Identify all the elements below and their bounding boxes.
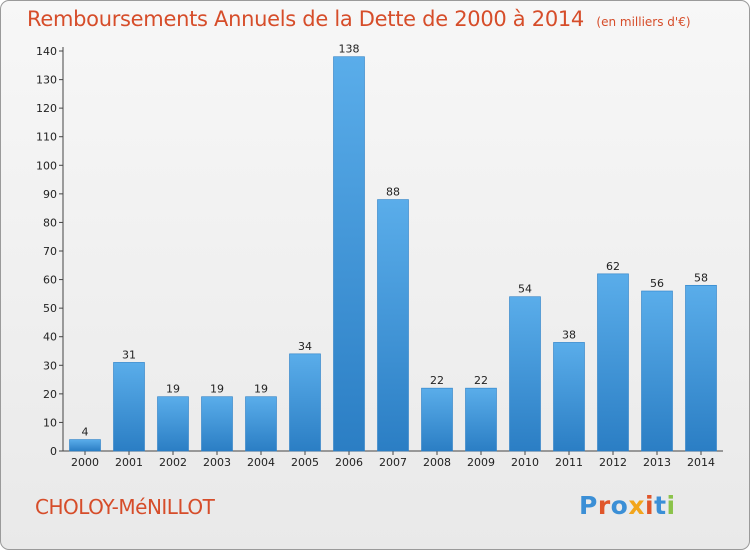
- x-tick-label: 2005: [291, 456, 319, 469]
- bar-2002: [157, 396, 189, 452]
- bar-value-label: 31: [122, 348, 136, 361]
- x-tick-label: 2001: [115, 456, 143, 469]
- bar-value-label: 19: [254, 383, 268, 396]
- x-tick-label: 2004: [247, 456, 275, 469]
- bar-value-label: 88: [386, 186, 400, 199]
- bar-2012: [597, 273, 629, 452]
- chart-title: Remboursements Annuels de la Dette de 20…: [27, 7, 691, 31]
- bar-2008: [421, 387, 453, 452]
- bar-2013: [641, 290, 673, 452]
- y-tick-label: 20: [43, 388, 57, 401]
- bar-value-label: 54: [518, 283, 532, 296]
- bar-2000: [69, 439, 101, 452]
- x-tick-label: 2006: [335, 456, 363, 469]
- x-tick-label: 2010: [511, 456, 539, 469]
- bar-value-label: 62: [606, 260, 620, 273]
- bar-2014: [685, 284, 717, 452]
- bar-value-label: 22: [430, 374, 444, 387]
- proxiti-logo: Proxiti: [579, 491, 676, 520]
- bar-2001: [113, 362, 145, 452]
- y-tick-label: 120: [36, 102, 57, 115]
- logo-letter: r: [597, 491, 611, 520]
- bar-value-label: 22: [474, 374, 488, 387]
- bar-value-label: 38: [562, 328, 576, 341]
- y-tick-label: 10: [43, 416, 57, 429]
- logo-letter: P: [579, 491, 598, 520]
- x-tick-label: 2007: [379, 456, 407, 469]
- y-tick-label: 70: [43, 245, 57, 258]
- bar-value-label: 56: [650, 277, 664, 290]
- bar-2006: [333, 56, 365, 452]
- x-tick-label: 2013: [643, 456, 671, 469]
- x-tick-label: 2011: [555, 456, 583, 469]
- chart-subtitle: (en milliers d'€): [596, 15, 691, 29]
- bar-value-label: 4: [82, 426, 89, 439]
- y-tick-label: 60: [43, 274, 57, 287]
- x-tick-label: 2014: [687, 456, 715, 469]
- bar-2010: [509, 296, 541, 452]
- y-tick-label: 80: [43, 216, 57, 229]
- bar-2007: [377, 199, 409, 452]
- y-tick-label: 90: [43, 188, 57, 201]
- chart-axes: 0 10 20 30 40 50 60 70 80 90 100 110 120 130 140 2000 20…: [36, 45, 723, 469]
- x-tick-label: 2009: [467, 456, 495, 469]
- y-tick-label: 140: [36, 45, 57, 58]
- bar-value-label: 34: [298, 340, 312, 353]
- y-tick-label: 50: [43, 302, 57, 315]
- y-tick-label: 40: [43, 331, 57, 344]
- bar-2011: [553, 342, 585, 452]
- commune-name: CHOLOY-MéNILLOT: [35, 495, 215, 519]
- bar-2005: [289, 353, 321, 452]
- bar-value-label: 19: [166, 383, 180, 396]
- chart-title-text: Remboursements Annuels de la Dette de 20…: [27, 7, 584, 31]
- x-tick-label: 2003: [203, 456, 231, 469]
- bar-value-label: 19: [210, 383, 224, 396]
- bar-value-label: 138: [339, 43, 360, 56]
- logo-letter: o: [610, 491, 629, 520]
- logo-letter: t: [654, 491, 667, 520]
- y-tick-label: 110: [36, 131, 57, 144]
- x-tick-label: 2000: [71, 456, 99, 469]
- y-tick-label: 0: [50, 445, 57, 458]
- bar-2004: [245, 396, 277, 452]
- logo-letter: x: [628, 491, 645, 520]
- y-tick-label: 130: [36, 74, 57, 87]
- logo-letter: i: [666, 491, 676, 520]
- x-tick-label: 2012: [599, 456, 627, 469]
- chart-bars: 4 31 19 19 19 34 138 88 22 22 54 38 62 56 58: [69, 43, 717, 452]
- y-tick-label: 100: [36, 159, 57, 172]
- x-tick-label: 2008: [423, 456, 451, 469]
- y-tick-label: 30: [43, 359, 57, 372]
- bar-value-label: 58: [694, 271, 708, 284]
- bar-2009: [465, 387, 497, 452]
- x-tick-label: 2002: [159, 456, 187, 469]
- logo-letter: i: [645, 491, 655, 520]
- bar-2003: [201, 396, 233, 452]
